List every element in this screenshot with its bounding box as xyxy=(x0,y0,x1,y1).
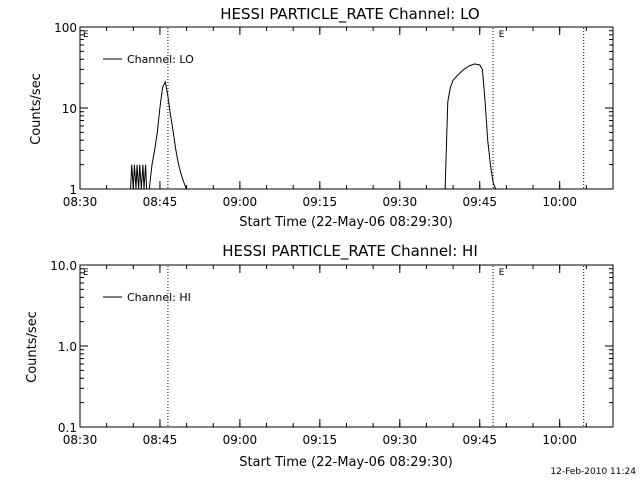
top-x-tick-label: 09:30 xyxy=(383,195,418,209)
top-chart-title: HESSI PARTICLE_RATE Channel: LO xyxy=(220,5,479,24)
bottom-event-annotation: E xyxy=(499,268,505,278)
top-x-axis-label: Start Time (22-May-06 08:29:30) xyxy=(239,215,453,230)
bottom-x-axis-label: Start Time (22-May-06 08:29:30) xyxy=(239,455,453,470)
bottom-x-tick-label: 08:30 xyxy=(63,433,98,447)
bottom-y-axis-label: Counts/sec xyxy=(25,311,40,383)
footer-timestamp: 12-Feb-2010 11:24 xyxy=(550,467,636,477)
top-event-annotation: E xyxy=(83,30,89,40)
bottom-x-tick-label: 09:45 xyxy=(462,433,497,447)
top-series-line xyxy=(148,80,188,190)
top-y-tick-label: 10 xyxy=(62,102,77,116)
top-series-line xyxy=(130,164,148,190)
top-x-tick-label: 08:45 xyxy=(143,195,178,209)
bottom-x-tick-label: 09:30 xyxy=(383,433,418,447)
top-event-annotation: E xyxy=(499,30,505,40)
top-x-tick-label: 08:30 xyxy=(63,195,98,209)
bottom-x-tick-label: 09:15 xyxy=(303,433,338,447)
bottom-y-tick-label: 10.0 xyxy=(50,259,77,273)
top-y-axis-label: Counts/sec xyxy=(29,73,44,145)
bottom-x-tick-label: 09:00 xyxy=(223,433,258,447)
top-y-tick-label: 1 xyxy=(69,183,77,197)
top-x-tick-label: 09:15 xyxy=(303,195,338,209)
top-y-tick-label: 100 xyxy=(54,21,77,35)
top-x-tick-label: 10:00 xyxy=(542,195,577,209)
bottom-x-tick-label: 10:00 xyxy=(542,433,577,447)
bottom-legend-label: Channel: HI xyxy=(127,291,191,304)
bottom-x-tick-label: 08:45 xyxy=(143,433,178,447)
bottom-event-annotation: E xyxy=(83,268,89,278)
top-legend-label: Channel: LO xyxy=(127,53,194,66)
top-x-tick-label: 09:45 xyxy=(462,195,497,209)
bottom-chart-title: HESSI PARTICLE_RATE Channel: HI xyxy=(222,242,478,261)
bottom-y-tick-label: 0.1 xyxy=(58,421,77,435)
top-x-tick-label: 09:00 xyxy=(223,195,258,209)
bottom-plot-frame xyxy=(79,264,614,428)
top-series-line xyxy=(444,63,497,190)
bottom-y-tick-label: 1.0 xyxy=(58,340,77,354)
